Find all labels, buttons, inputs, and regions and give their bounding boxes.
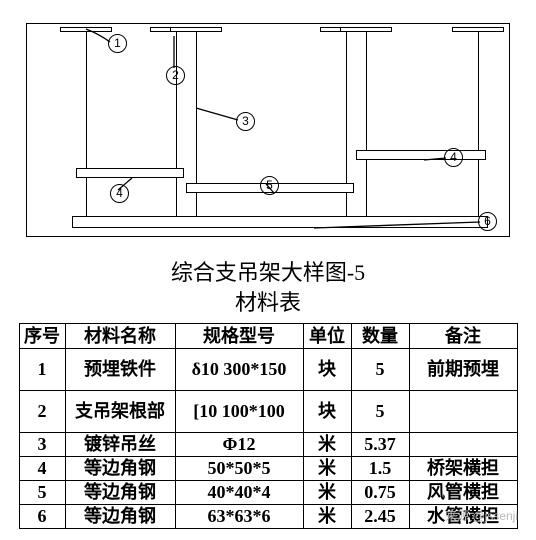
hanger-rod xyxy=(366,32,367,226)
table-row: 5 等边角钢 40*40*4 米 0.75 风管横担 xyxy=(19,481,517,505)
col-name: 材料名称 xyxy=(65,324,175,349)
callout-4a: 4 xyxy=(110,184,129,203)
col-index: 序号 xyxy=(19,324,65,349)
table-body: 1 预埋铁件 δ10 300*150 块 5 前期预埋 2 支吊架根部 [10 … xyxy=(19,349,517,529)
callout-5: 5 xyxy=(260,176,279,195)
table-header-row: 序号 材料名称 规格型号 单位 数量 备注 xyxy=(19,324,517,349)
col-spec: 规格型号 xyxy=(175,324,303,349)
material-table: 序号 材料名称 规格型号 单位 数量 备注 1 预埋铁件 δ10 300*150… xyxy=(19,323,518,529)
bottom-beam xyxy=(72,216,488,228)
callout-1: 1 xyxy=(108,34,127,53)
hanger-rod xyxy=(346,32,347,226)
col-unit: 单位 xyxy=(303,324,351,349)
table-row: 4 等边角钢 50*50*5 米 1.5 桥架横担 xyxy=(19,457,517,481)
table-row: 2 支吊架根部 [10 100*100 块 5 xyxy=(19,391,517,433)
col-qty: 数量 xyxy=(351,324,409,349)
table-row: 6 等边角钢 63*63*6 米 2.45 水管横担 xyxy=(19,505,517,529)
callout-2: 2 xyxy=(166,66,185,85)
callout-6: 6 xyxy=(478,212,497,231)
tray-left xyxy=(76,168,184,178)
hanger-rod xyxy=(86,32,87,226)
figure-titles: 综合支吊架大样图-5 材料表 xyxy=(14,258,522,317)
hanger-diagram: 1 2 3 4 4 5 6 xyxy=(14,8,522,254)
hanger-rod xyxy=(176,32,177,226)
callout-3: 3 xyxy=(236,112,255,131)
col-remark: 备注 xyxy=(409,324,517,349)
hanger-rod xyxy=(478,32,479,226)
tray-right xyxy=(356,150,486,160)
hanger-rod xyxy=(196,32,197,226)
table-row: 1 预埋铁件 δ10 300*150 块 5 前期预埋 xyxy=(19,349,517,391)
figure-title-sub: 材料表 xyxy=(14,288,522,318)
callout-4b: 4 xyxy=(444,148,463,167)
diagram-frame xyxy=(26,23,510,237)
figure-title-main: 综合支吊架大样图-5 xyxy=(14,258,522,288)
table-row: 3 镀锌吊丝 Φ12 米 5.37 xyxy=(19,433,517,457)
